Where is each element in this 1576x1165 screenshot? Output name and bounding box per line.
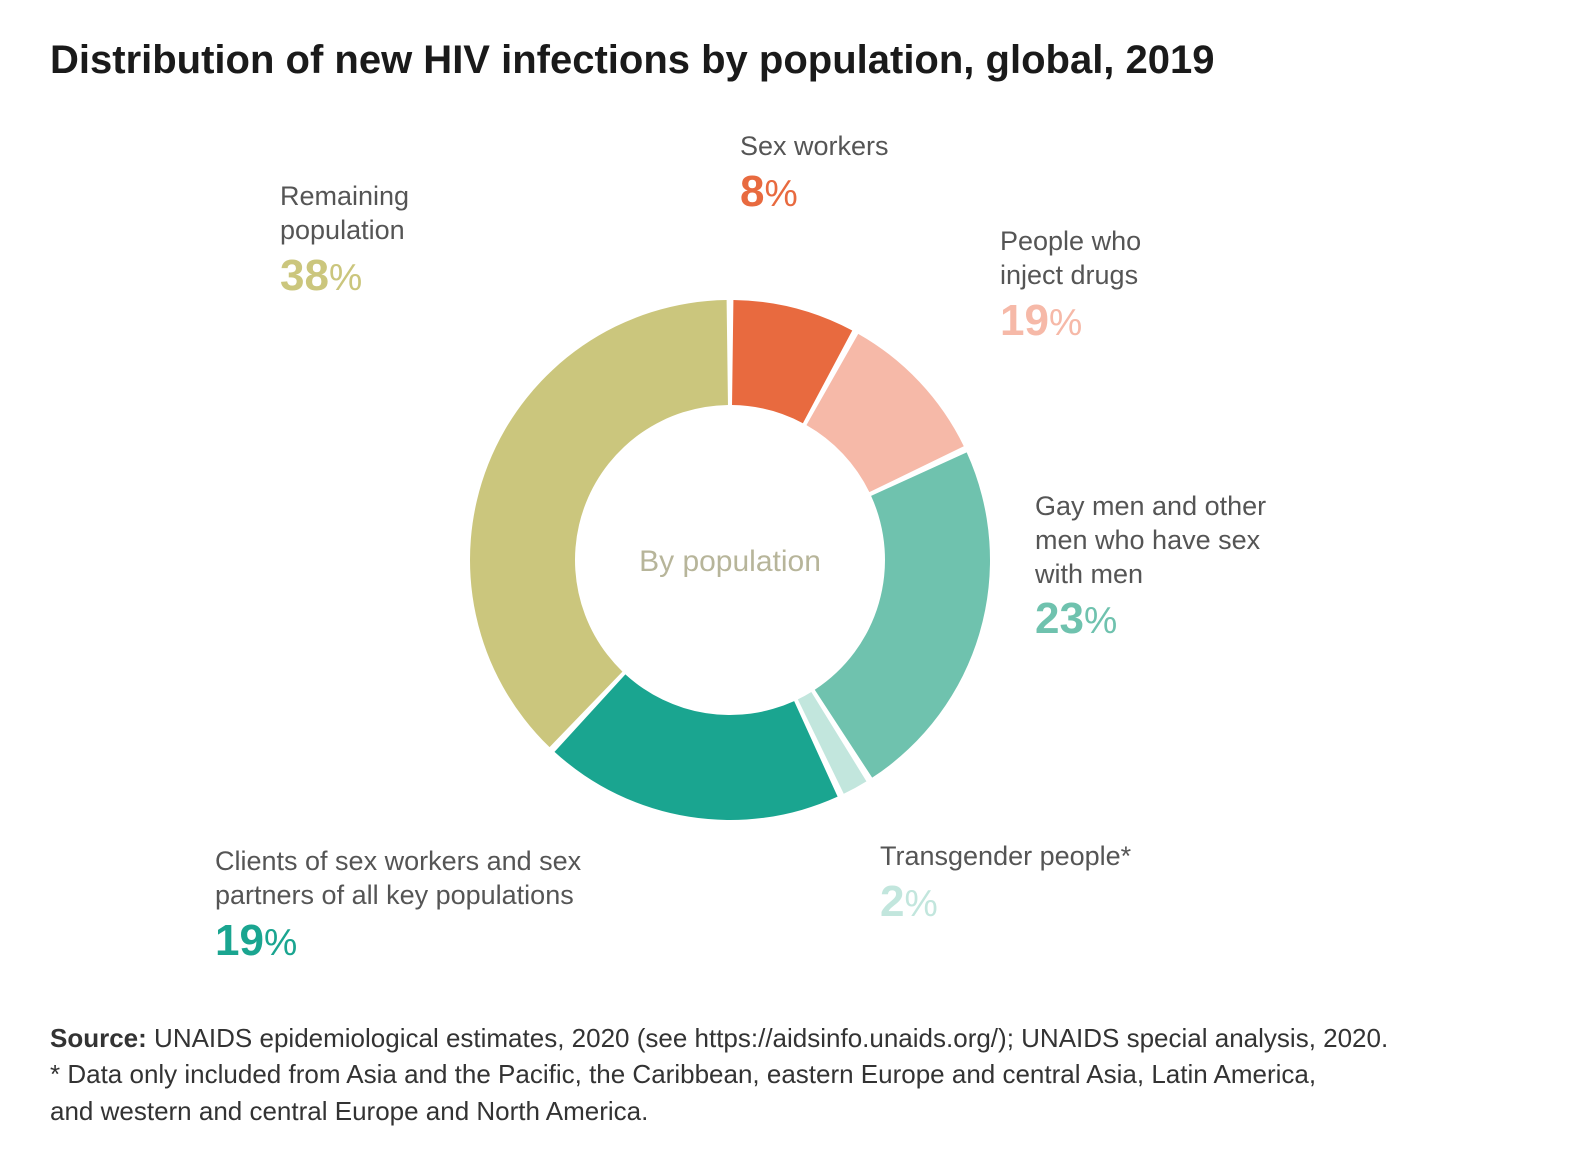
slice-gay-men	[815, 452, 990, 777]
chart-title: Distribution of new HIV infections by po…	[50, 38, 1215, 83]
slice-label-gay-men: Gay men and othermen who have sexwith me…	[1035, 490, 1335, 646]
slice-label-name: Clients of sex workers and sexpartners o…	[215, 845, 655, 913]
slice-label-transgender: Transgender people*2%	[880, 840, 1200, 929]
source-line3: and western and central Europe and North…	[50, 1096, 648, 1126]
source-line2: * Data only included from Asia and the P…	[50, 1059, 1316, 1089]
slice-remaining	[470, 300, 728, 747]
slice-label-name: Sex workers	[740, 130, 970, 164]
slice-label-name: Transgender people*	[880, 840, 1200, 874]
slice-label-name: Remainingpopulation	[280, 180, 480, 248]
slice-label-name: Gay men and othermen who have sexwith me…	[1035, 490, 1335, 591]
source-note: Source: UNAIDS epidemiological estimates…	[50, 1020, 1530, 1129]
page: Distribution of new HIV infections by po…	[0, 0, 1576, 1165]
slice-label-clients: Clients of sex workers and sexpartners o…	[215, 845, 655, 968]
slice-label-pct: 19%	[1000, 293, 1230, 348]
slice-label-pct: 8%	[740, 164, 970, 219]
slice-label-name: People whoinject drugs	[1000, 225, 1230, 293]
slice-label-pct: 2%	[880, 874, 1200, 929]
source-lead: Source:	[50, 1023, 147, 1053]
slice-label-remaining: Remainingpopulation38%	[280, 180, 480, 303]
source-line1: UNAIDS epidemiological estimates, 2020 (…	[147, 1023, 1388, 1053]
slice-label-pct: 38%	[280, 248, 480, 303]
slice-label-pct: 23%	[1035, 591, 1335, 646]
slice-label-sex-workers: Sex workers8%	[740, 130, 970, 219]
slice-label-pct: 19%	[215, 913, 655, 968]
donut-center-label: By population	[630, 545, 830, 579]
slice-label-inject-drugs: People whoinject drugs19%	[1000, 225, 1230, 348]
